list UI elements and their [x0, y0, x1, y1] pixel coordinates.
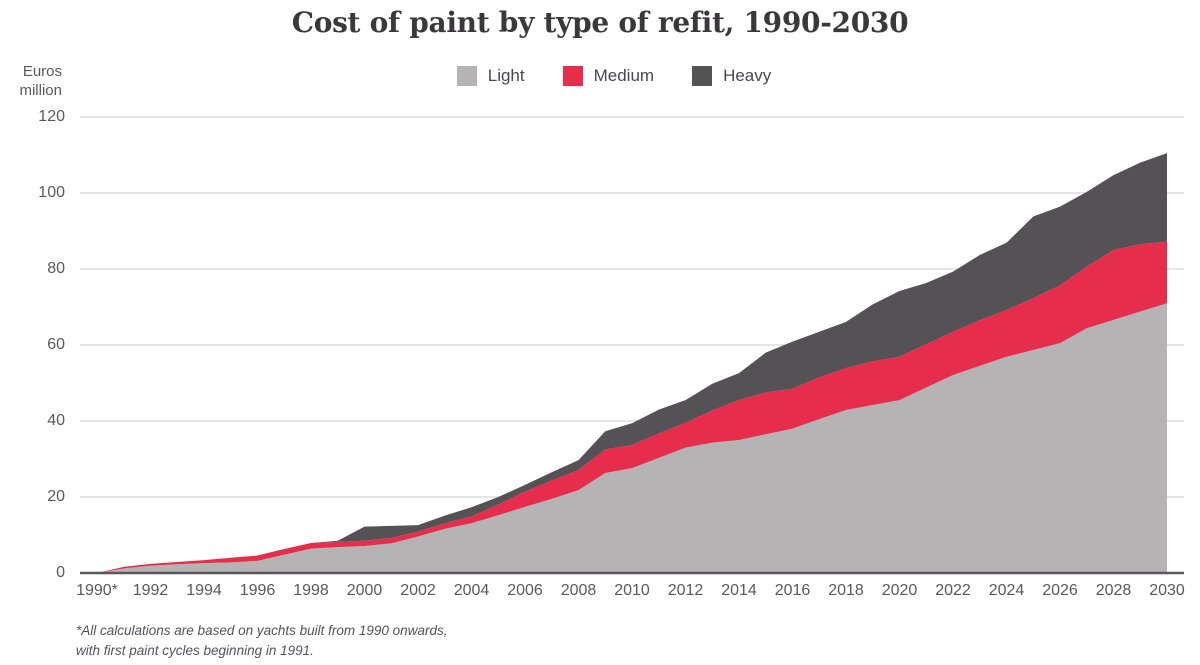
- legend-swatch-heavy-icon: [692, 66, 713, 86]
- legend-item-heavy: Heavy: [692, 66, 771, 86]
- chart-title: Cost of paint by type of refit, 1990-203…: [291, 6, 909, 39]
- x-tick-label: 1994: [186, 582, 222, 599]
- x-tick-label: 2014: [721, 582, 757, 599]
- legend: Light Medium Heavy: [14, 66, 1200, 86]
- legend-item-light: Light: [456, 66, 525, 86]
- legend-item-medium: Medium: [562, 66, 655, 86]
- area-light: [97, 303, 1167, 573]
- x-tick-label: 1998: [293, 582, 329, 599]
- x-tick-label: 1996: [239, 582, 276, 599]
- y-tick-label: 80: [47, 260, 65, 277]
- x-tick-label: 2004: [453, 582, 490, 599]
- x-tick-label: 2022: [935, 582, 971, 599]
- x-tick-label: 2010: [614, 582, 650, 599]
- y-tick-label: 60: [47, 336, 65, 353]
- y-axis-unit-label: Euros million: [0, 62, 62, 100]
- x-tick-label: 2026: [1042, 582, 1078, 599]
- y-tick-label: 100: [38, 184, 65, 201]
- footnote-line1: *All calculations are based on yachts bu…: [76, 623, 448, 638]
- legend-label-medium: Medium: [593, 66, 655, 85]
- x-tick-label: 2028: [1095, 582, 1132, 599]
- x-tick-label: 2018: [828, 582, 864, 599]
- y-tick-label: 120: [38, 108, 65, 125]
- legend-swatch-light-icon: [456, 66, 477, 86]
- x-tick-label: 2030: [1149, 582, 1185, 599]
- legend-label-heavy: Heavy: [723, 66, 772, 85]
- x-tick-label: 2006: [507, 582, 543, 599]
- x-tick-label: 1992: [132, 582, 169, 599]
- y-axis-unit-line1: Euros: [22, 63, 62, 80]
- y-tick-label: 40: [47, 412, 65, 429]
- y-tick-label: 20: [47, 488, 65, 505]
- footnote: *All calculations are based on yachts bu…: [76, 621, 447, 661]
- x-tick-label: 2020: [881, 582, 918, 599]
- x-tick-label: 2000: [346, 582, 383, 599]
- legend-label-light: Light: [487, 66, 525, 85]
- x-tick-label: 2016: [774, 582, 811, 599]
- x-tick-label: 2024: [988, 582, 1025, 599]
- x-tick-label: 2012: [667, 582, 704, 599]
- footnote-line2: with first paint cycles beginning in 199…: [76, 643, 314, 658]
- x-tick-label: 1990*: [76, 582, 118, 599]
- x-tick-label: 2002: [400, 582, 436, 599]
- y-axis-unit-line2: million: [19, 82, 62, 99]
- x-tick-label: 2008: [560, 582, 597, 599]
- y-tick-label: 0: [56, 564, 65, 581]
- legend-swatch-medium-icon: [562, 66, 583, 86]
